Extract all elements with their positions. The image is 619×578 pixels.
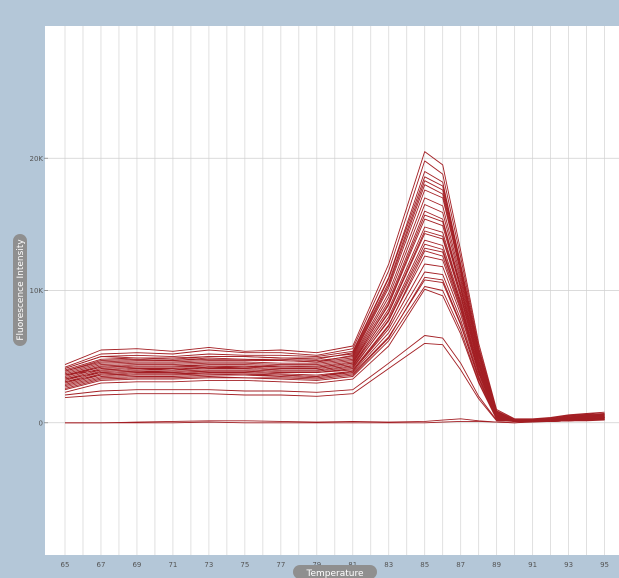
series-line-29 [65, 417, 605, 424]
x-tick-label: 91 [528, 561, 537, 569]
y-tick-label: 0 [39, 419, 43, 427]
x-tick-label: 87 [456, 561, 465, 569]
y-axis-label-text: Fluorescence Intensity [16, 239, 26, 341]
series-line-30 [65, 418, 605, 424]
x-tick-label: 93 [564, 561, 573, 569]
y-axis-label-pill [13, 234, 27, 346]
x-tick-label: 67 [97, 561, 106, 569]
series-line-22 [64, 184, 605, 422]
x-tick-label: 73 [204, 561, 213, 569]
x-tick-label: 77 [276, 561, 285, 569]
x-tick-label: 95 [600, 561, 609, 569]
x-axis-label: Temperature [293, 565, 377, 578]
series-line-1 [64, 151, 605, 420]
series-lines [64, 151, 605, 424]
x-axis-label-text: Temperature [305, 569, 363, 578]
y-tick-label: 20K [30, 155, 44, 163]
x-tick-label: 69 [132, 561, 141, 569]
x-tick-label: 89 [492, 561, 501, 569]
series-line-2 [64, 160, 605, 420]
y-tick-label: 10K [30, 287, 44, 295]
x-tick-label: 83 [384, 561, 393, 569]
x-tick-label: 85 [420, 561, 429, 569]
x-axis-label-pill [293, 565, 377, 578]
y-axis-label: Fluorescence Intensity [13, 234, 27, 346]
x-tick-label: 65 [61, 561, 70, 569]
y-tick-labels: 0 10K 20K [30, 155, 48, 427]
series-line-23 [64, 176, 605, 422]
x-tick-label: 75 [240, 561, 249, 569]
x-tick-label: 71 [168, 561, 177, 569]
